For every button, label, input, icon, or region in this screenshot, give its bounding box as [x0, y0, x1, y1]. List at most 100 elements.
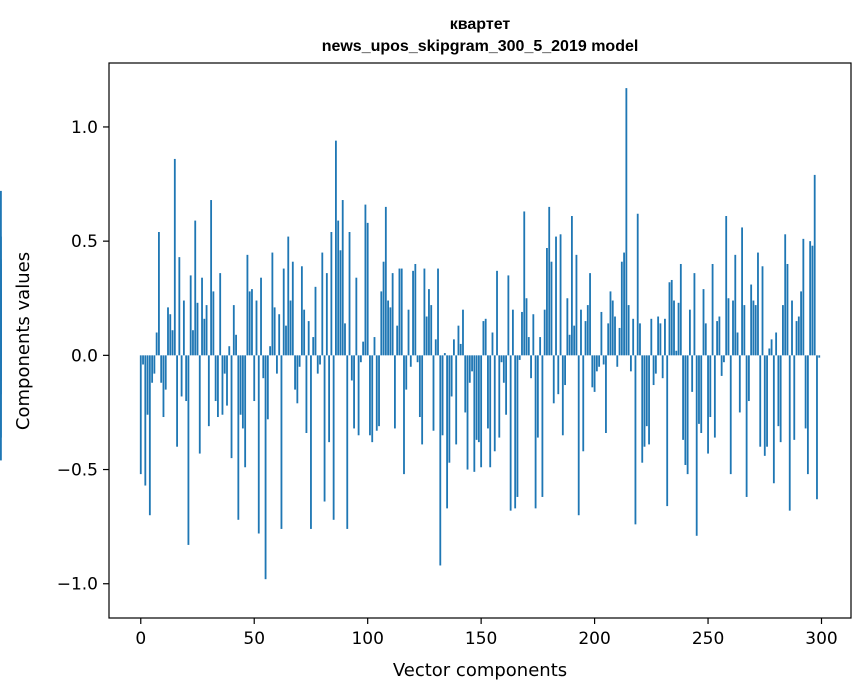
bar — [693, 273, 696, 356]
bar — [262, 355, 265, 379]
x-tick-label: 50 — [243, 629, 265, 649]
bar — [289, 300, 292, 356]
bar — [666, 355, 669, 507]
bar — [507, 275, 510, 356]
bar — [761, 266, 764, 356]
bar — [316, 355, 319, 374]
bar — [557, 355, 560, 395]
bar — [541, 355, 544, 497]
bar — [357, 355, 360, 436]
bar — [636, 213, 639, 356]
bar — [198, 355, 201, 454]
bar — [684, 355, 687, 465]
bar — [201, 277, 203, 356]
bar — [428, 289, 430, 356]
bar — [241, 355, 244, 429]
x-tick-label: 150 — [465, 629, 497, 649]
bar — [677, 302, 680, 356]
bar — [164, 355, 167, 390]
bar — [251, 289, 253, 356]
bar — [248, 291, 251, 356]
bar — [725, 216, 728, 356]
bar — [371, 355, 374, 443]
bar — [158, 232, 160, 356]
bar — [766, 355, 768, 447]
bar — [323, 355, 326, 502]
bar — [269, 346, 272, 356]
bar — [459, 343, 462, 356]
bar — [384, 206, 387, 356]
bar — [418, 355, 421, 418]
bar — [511, 309, 514, 356]
bar — [723, 355, 725, 363]
bar — [466, 355, 469, 470]
bar — [654, 355, 657, 374]
bar — [491, 332, 494, 356]
bar — [446, 355, 449, 509]
bar — [816, 355, 818, 500]
bar — [194, 220, 197, 356]
bar — [496, 270, 498, 356]
bar — [359, 355, 362, 363]
bar — [457, 325, 460, 356]
bar — [414, 263, 417, 356]
bar — [480, 355, 483, 468]
bar — [142, 355, 144, 365]
bar — [673, 300, 675, 356]
bar — [686, 355, 689, 475]
bar — [702, 289, 705, 356]
bar — [212, 291, 215, 356]
y-tick-label: 0.5 — [71, 232, 98, 252]
bar — [425, 316, 428, 356]
x-tick-label: 100 — [351, 629, 383, 649]
bar — [788, 355, 791, 511]
bar — [791, 300, 793, 356]
bar — [453, 339, 455, 356]
bar — [226, 355, 228, 406]
bar — [162, 355, 165, 418]
bar — [536, 355, 539, 438]
bar — [752, 300, 755, 356]
bar — [650, 318, 653, 356]
bar — [350, 355, 353, 381]
bar — [664, 318, 666, 356]
bar — [530, 355, 532, 379]
bar — [244, 355, 247, 468]
bar — [217, 355, 219, 418]
bar — [475, 355, 478, 440]
bar — [648, 355, 650, 445]
bar — [378, 355, 380, 427]
bar — [586, 305, 589, 356]
bar — [407, 309, 410, 356]
bar — [473, 355, 476, 472]
bar — [153, 355, 156, 374]
bar — [713, 355, 716, 438]
bar — [237, 355, 240, 520]
bar — [278, 314, 281, 356]
bar — [720, 355, 723, 376]
bar — [782, 305, 784, 356]
bar — [219, 273, 222, 356]
bar — [348, 232, 351, 356]
bar — [625, 88, 628, 356]
bar — [709, 355, 712, 418]
bar — [770, 339, 773, 356]
bar — [450, 355, 453, 397]
bar — [575, 254, 578, 356]
bar — [484, 318, 487, 356]
bar — [797, 316, 800, 356]
chart-title-line-2: news_upos_skipgram_300_5_2019 model — [322, 38, 639, 55]
bar — [523, 211, 526, 356]
bar — [775, 332, 778, 356]
bar — [185, 355, 188, 402]
bar — [811, 245, 814, 356]
bar — [339, 250, 342, 356]
bar — [518, 355, 521, 360]
bar — [779, 355, 782, 443]
bar — [500, 355, 503, 363]
bar — [629, 355, 632, 372]
bar — [389, 307, 392, 356]
bar — [373, 337, 376, 356]
bar — [809, 241, 812, 356]
bar — [412, 270, 414, 356]
